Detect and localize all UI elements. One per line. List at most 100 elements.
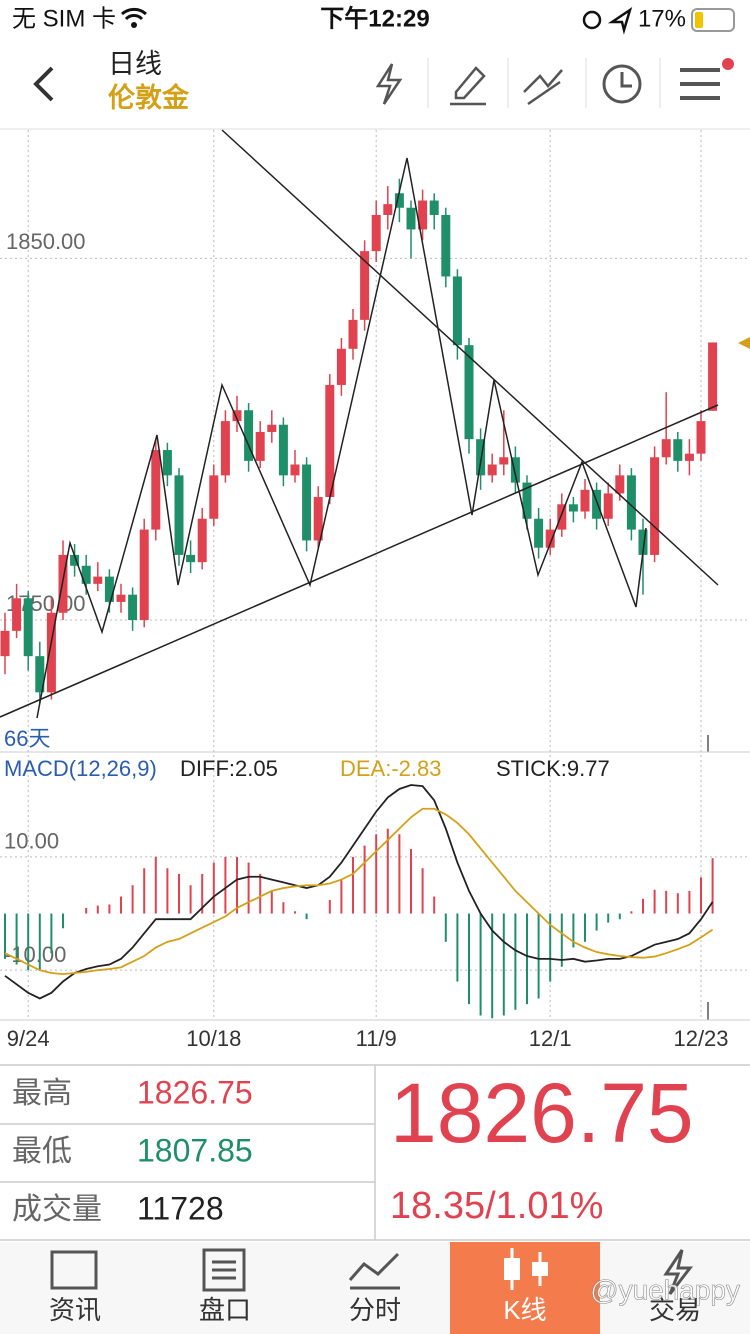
trend-line <box>221 129 719 586</box>
wifi-icon <box>121 7 147 21</box>
price-arrow <box>738 337 750 349</box>
header-subtitle: 伦敦金 <box>108 82 190 113</box>
tab-label[interactable]: 盘口 <box>199 1295 251 1325</box>
candle-body <box>197 518 207 563</box>
candle-body <box>336 348 346 385</box>
dea-label: DEA:-2.83 <box>340 756 442 781</box>
x-tick-label: 10/18 <box>186 1026 241 1051</box>
candle-body <box>696 421 706 454</box>
candle-body <box>244 410 254 461</box>
x-tick-label: 11/9 <box>356 1026 397 1051</box>
menu-icon[interactable] <box>680 68 720 100</box>
quote-label: 成交量 <box>12 1193 102 1226</box>
candle-body <box>499 457 509 465</box>
candle-body <box>290 464 300 476</box>
active-tab <box>450 1242 600 1334</box>
candle-body <box>650 457 660 555</box>
candle-body <box>661 439 671 458</box>
y-tick-label: 1850.00 <box>6 229 86 254</box>
annotation: 66天 <box>4 726 50 751</box>
candle-body <box>70 554 80 566</box>
x-tick-label: 12/1 <box>529 1026 572 1051</box>
clock: 下午12:29 <box>320 4 429 32</box>
candle-body <box>452 276 462 346</box>
quote-value: 1807.85 <box>137 1132 253 1168</box>
clock-icon[interactable] <box>602 64 642 104</box>
candle-body <box>116 594 126 602</box>
candle-body <box>104 576 114 602</box>
battery-level <box>695 12 703 28</box>
candle-body <box>568 504 578 512</box>
flash-icon[interactable] <box>375 63 403 105</box>
candle-body <box>302 464 312 541</box>
candle-body <box>371 214 381 252</box>
time-icon <box>348 1252 400 1290</box>
candle-body <box>394 193 404 208</box>
back-button[interactable] <box>33 66 54 102</box>
candle-body <box>580 489 590 512</box>
wifi-dot <box>131 22 137 28</box>
x-tick-label: 12/23 <box>673 1026 728 1051</box>
tab-label[interactable]: 交易 <box>649 1295 701 1325</box>
candle-body <box>708 342 718 411</box>
candle-body <box>545 529 555 548</box>
tab-label[interactable]: 资讯 <box>49 1295 101 1325</box>
candle-body <box>174 475 184 555</box>
tab-label[interactable]: K线 <box>503 1295 546 1325</box>
candle-body <box>615 475 625 494</box>
lines-icon[interactable] <box>523 69 563 106</box>
quote-label: 最高 <box>12 1077 72 1110</box>
trend-line <box>0 404 719 718</box>
clock-hands <box>620 72 632 88</box>
quote-value: 1826.75 <box>137 1074 253 1110</box>
candle-body <box>406 207 416 230</box>
location-icon <box>607 7 633 35</box>
lock-icon <box>582 10 602 30</box>
candle-body <box>418 200 428 230</box>
last-price: 1826.75 <box>390 1066 694 1160</box>
candle-body <box>46 612 56 693</box>
book-lines <box>212 1260 236 1280</box>
macd-line <box>4 784 714 1000</box>
news-icon <box>50 1250 98 1290</box>
draw-icon[interactable] <box>450 66 486 106</box>
tab-label[interactable]: 分时 <box>349 1295 401 1325</box>
candle-body <box>592 489 602 519</box>
price-change: 18.35/1.01% <box>390 1185 603 1227</box>
candle-body <box>626 475 636 530</box>
quote-value: 11728 <box>137 1190 224 1226</box>
candle-body <box>348 319 358 349</box>
candle-icon-body <box>532 1262 548 1276</box>
candle-body <box>557 504 567 530</box>
y-tick-label: 10.00 <box>4 829 59 854</box>
candle-body <box>429 200 439 215</box>
candle-body <box>35 656 45 693</box>
macd-title: MACD(12,26,9) <box>4 756 157 781</box>
candle-body <box>534 518 544 548</box>
candle-body <box>12 598 22 631</box>
candle-body <box>151 450 161 530</box>
candle-body <box>487 464 497 476</box>
candle-body <box>603 493 613 519</box>
badge <box>722 58 734 70</box>
candle-body <box>383 204 393 215</box>
zigzag-line <box>36 157 647 719</box>
candle-body <box>81 565 91 584</box>
candle-body <box>255 431 265 461</box>
macd-line <box>4 807 714 976</box>
book-icon <box>202 1248 246 1292</box>
y-tick-label: -10.00 <box>4 942 66 967</box>
header-title: 日线 <box>108 49 162 79</box>
candle-icon-body <box>504 1258 520 1280</box>
candle-body <box>325 384 335 498</box>
candle-body <box>139 529 149 621</box>
candle-body <box>220 421 230 476</box>
candle-body <box>441 214 451 277</box>
candle-body <box>278 424 288 476</box>
candle-body <box>209 475 219 519</box>
candle-body <box>93 576 103 584</box>
battery-text: 17% <box>638 5 686 32</box>
battery <box>691 8 735 32</box>
